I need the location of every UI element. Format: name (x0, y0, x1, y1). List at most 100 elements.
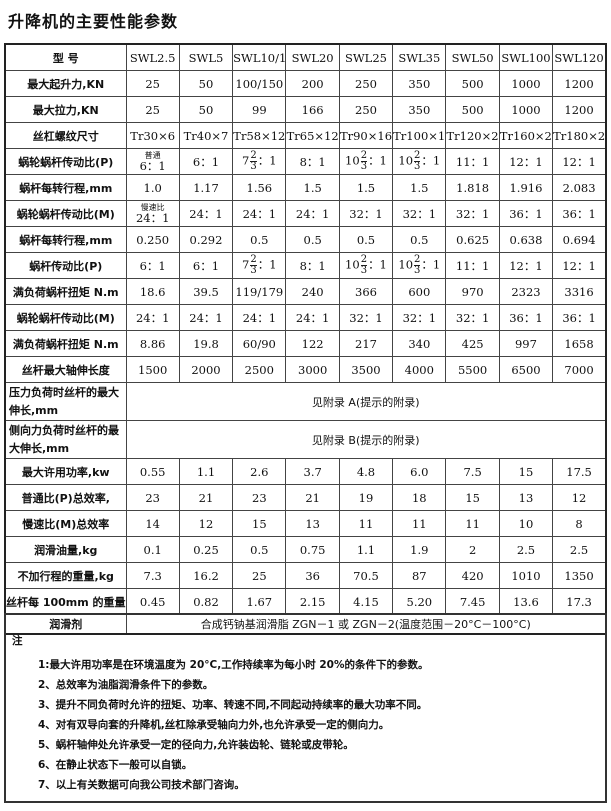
table-cell: 100/150 (232, 70, 287, 97)
table-cell: 7.5 (445, 458, 500, 485)
table-cell: 24：1 (232, 304, 287, 331)
ratio-rest: ：1 (368, 153, 387, 168)
header-model: SWL50 (445, 43, 500, 71)
table-cell: 24：1 (178, 200, 234, 227)
row-label: 丝杠螺纹尺寸 (4, 122, 127, 149)
ratio-value: 24：1 (135, 211, 170, 225)
fraction-numerator: 2 (250, 254, 257, 266)
table-cell: 6：1 (178, 148, 234, 175)
ratio-whole: 10 (398, 257, 414, 272)
table-cell: 1200 (552, 96, 607, 123)
table-row: 满负荷蜗杆扭矩 N.m 8.86 19.8 60/90 122 217 340 425 997 1… (4, 330, 607, 357)
table-cell: 32：1 (338, 200, 394, 227)
table-cell: 4000 (392, 356, 447, 383)
table-row: 蜗杆传动比(P) 6：1 6：1 7 2 3 ：1 8：1 10 2 3 ：1 10 2 3 ：1 11：1 12… (4, 252, 607, 279)
table-cell: 3000 (285, 356, 340, 383)
table-cell: 0.638 (498, 226, 554, 253)
table-cell: Tr90×16 (338, 122, 394, 149)
table-cell: 4.15 (338, 588, 394, 615)
ratio-note: 普通 (144, 151, 161, 160)
table-cell: 15 (445, 484, 500, 511)
table-cell: 36：1 (552, 200, 607, 227)
row-label: 最大拉力,KN (4, 96, 127, 123)
table-cell: 0.694 (552, 226, 607, 253)
table-cell: 1500 (125, 356, 180, 383)
table-cell: 340 (392, 330, 447, 357)
table-cell: 11：1 (445, 148, 500, 175)
row-label: 丝杆每 100mm 的重量 (4, 588, 127, 615)
table-cell: 2000 (178, 356, 234, 383)
table-row: 压力负荷时丝杆的最大伸长,mm 见附录 A(提示的附录) (4, 382, 607, 421)
fraction-numerator: 2 (360, 254, 368, 266)
table-cell: 0.5 (338, 226, 394, 253)
table-cell: 21 (178, 484, 234, 511)
table-cell: 0.1 (125, 536, 180, 563)
fraction-numerator: 2 (414, 150, 421, 162)
table-cell: 1.67 (232, 588, 287, 615)
row-label: 最大起升力,KN (4, 70, 127, 97)
header-label: 型 号 (4, 43, 127, 71)
table-cell: 970 (445, 278, 500, 305)
table-cell: 39.5 (178, 278, 234, 305)
table-cell: 1200 (552, 70, 607, 97)
table-cell: 16.2 (178, 562, 234, 589)
table-cell: Tr100×18 (392, 122, 447, 149)
table-cell: 1.17 (178, 174, 234, 201)
table-cell: 6：1 (178, 252, 234, 279)
row-label: 侧向力负荷时丝杆的最大伸长,mm (4, 420, 127, 459)
table-cell: 13 (498, 484, 554, 511)
table-cell: 60/90 (232, 330, 287, 357)
row-label: 最大许用功率,kw (4, 458, 127, 485)
table-cell: 24：1 (125, 304, 180, 331)
table-cell: 32：1 (445, 304, 500, 331)
row-label: 蜗杆每转行程,mm (4, 174, 127, 201)
table-cell: 36：1 (552, 304, 607, 331)
table-cell: 7000 (552, 356, 607, 383)
fraction-denominator: 3 (360, 161, 368, 172)
table-cell: 50 (178, 96, 234, 123)
table-row: 最大拉力,KN 25 50 99 166 250 350 500 1000 1200 (4, 96, 607, 123)
table-cell: Tr160×23 (498, 122, 554, 149)
table-cell: 1010 (498, 562, 554, 589)
table-cell: 24：1 (232, 200, 287, 227)
table-row: 满负荷蜗杆扭矩 N.m 18.6 39.5 119/179 240 366 600 970 23… (4, 278, 607, 305)
table-cell: 普通 6：1 (125, 148, 180, 175)
table-cell: 6：1 (125, 252, 180, 279)
table-cell: 10 2 3 ：1 (392, 252, 447, 279)
table-cell: 217 (338, 330, 394, 357)
table-cell: 1.5 (338, 174, 394, 201)
table-cell: 18 (392, 484, 447, 511)
fraction-numerator: 2 (250, 150, 257, 162)
table-cell: 36 (285, 562, 340, 589)
table-cell: 14 (125, 510, 180, 537)
table-cell: 1.5 (392, 174, 447, 201)
note-item: 3、提升不同负荷时允许的扭矩、功率、转速不同,不同起动持续率的最大功率不同。 (38, 699, 428, 711)
table-cell: 500 (445, 70, 500, 97)
table-row: 慢速比(M)总效率 14 12 15 13 11 11 11 10 8 (4, 510, 607, 537)
table-cell: 10 (498, 510, 554, 537)
table-cell: 240 (285, 278, 340, 305)
fraction-denominator: 3 (414, 265, 421, 276)
row-label: 蜗杆每转行程,mm (4, 226, 127, 253)
table-row: 侧向力负荷时丝杆的最大伸长,mm 见附录 B(提示的附录) (4, 420, 607, 459)
table-cell: 8.86 (125, 330, 180, 357)
table-row: 丝杠螺纹尺寸 Tr30×6 Tr40×7 Tr58×12 Tr65×12 Tr90×16 T… (4, 122, 607, 149)
table-cell: 8：1 (285, 252, 340, 279)
table-row: 润滑油量,kg 0.1 0.25 0.5 0.75 1.1 1.9 2 2.5 2.5 (4, 536, 607, 563)
table-cell: 0.5 (232, 536, 287, 563)
table-cell: 11 (392, 510, 447, 537)
table-cell: 0.55 (125, 458, 180, 485)
table-cell: 1.0 (125, 174, 180, 201)
ratio-whole: 10 (345, 257, 360, 272)
fraction-numerator: 2 (360, 150, 368, 162)
table-cell: 17.5 (552, 458, 607, 485)
table-cell: 21 (285, 484, 340, 511)
note-item: 1:最大许用功率是在环境温度为 20°C,工作持续率为每小时 20%的条件下的参… (38, 659, 429, 671)
table-cell: 10 2 3 ：1 (338, 148, 394, 175)
table-cell: 12：1 (552, 148, 607, 175)
row-label: 压力负荷时丝杆的最大伸长,mm (4, 382, 127, 421)
table-cell: 32：1 (392, 304, 447, 331)
row-label: 蜗杆传动比(P) (4, 252, 127, 279)
table-cell: 0.5 (285, 226, 340, 253)
